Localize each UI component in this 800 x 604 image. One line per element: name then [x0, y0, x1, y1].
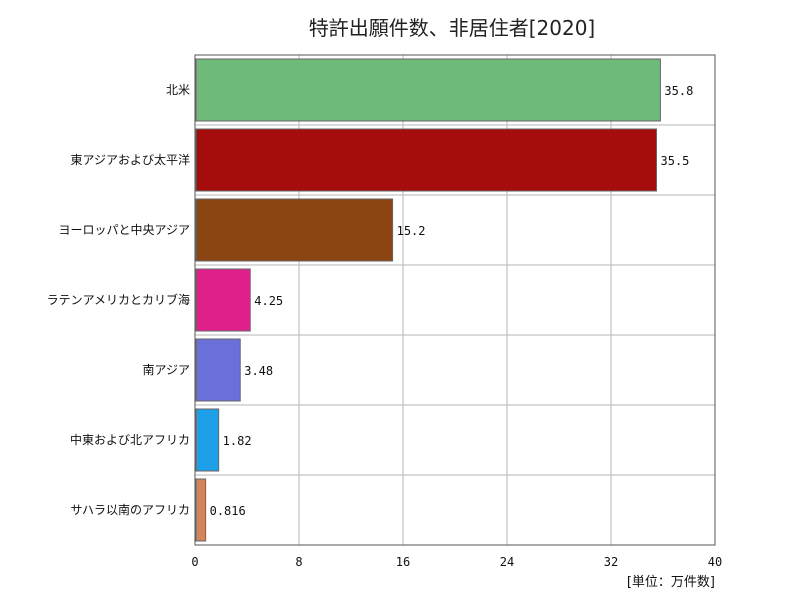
unit-label: [単位：万件数] [627, 574, 715, 590]
bar-3 [195, 268, 251, 332]
chart-title: 特許出願件数、非居住者[2020] [309, 16, 596, 40]
value-label-2: 15.2 [397, 224, 426, 238]
category-label-2: ヨーロッパと中央アジア [58, 222, 190, 237]
category-label-4: 南アジア [142, 362, 190, 377]
bar-1 [195, 128, 657, 192]
x-tick-label-1: 8 [295, 555, 302, 569]
x-tick-label-2: 16 [396, 555, 410, 569]
x-tick-label-5: 40 [708, 555, 722, 569]
bar-5 [195, 408, 220, 472]
plot-frame [194, 54, 716, 546]
category-labels: 北米東アジアおよび太平洋ヨーロッパと中央アジアラテンアメリカとカリブ海南アジア中… [47, 83, 190, 517]
value-label-4: 3.48 [244, 364, 273, 378]
category-label-6: サハラ以南のアフリカ [70, 502, 190, 517]
category-label-1: 東アジアおよび太平洋 [70, 152, 190, 167]
bar-6 [195, 478, 207, 542]
value-labels: 35.8 35.5 15.2 4.25 3.48 1.82 0.816 [210, 84, 694, 518]
bars [195, 58, 661, 542]
bar-2 [195, 198, 394, 262]
value-label-6: 0.816 [210, 504, 246, 518]
value-label-3: 4.25 [254, 294, 283, 308]
x-tick-label-4: 32 [604, 555, 618, 569]
bar-0 [195, 58, 661, 122]
category-label-3: ラテンアメリカとカリブ海 [47, 292, 190, 307]
x-tick-label-3: 24 [500, 555, 514, 569]
category-label-5: 中東および北アフリカ [70, 432, 190, 447]
value-label-0: 35.8 [664, 84, 693, 98]
x-axis-ticks: 0 8 16 24 32 40 [191, 555, 722, 569]
bar-4 [195, 338, 241, 402]
value-label-1: 35.5 [661, 154, 690, 168]
value-label-5: 1.82 [223, 434, 252, 448]
x-tick-label-0: 0 [191, 555, 198, 569]
category-label-0: 北米 [166, 83, 190, 97]
